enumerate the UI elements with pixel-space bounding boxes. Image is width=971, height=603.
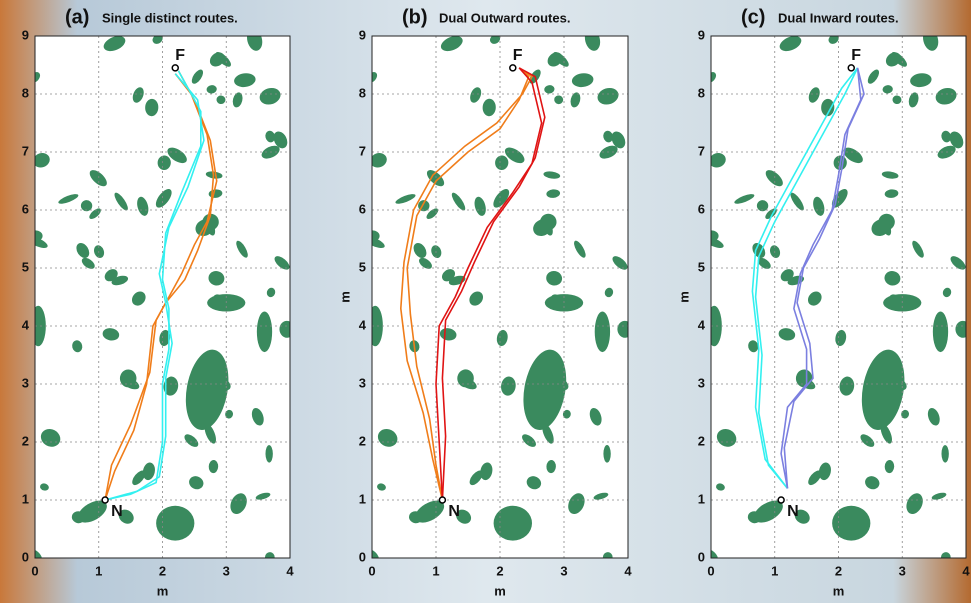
x-tick-label: 0 <box>707 563 714 578</box>
obstacle <box>257 312 272 353</box>
obstacle <box>595 312 610 353</box>
obstacle <box>156 506 194 541</box>
panel-label: (a) <box>65 6 89 28</box>
y-tick-label: 7 <box>22 143 29 158</box>
y-axis-label: m <box>676 291 691 303</box>
marker-label: F <box>175 47 185 64</box>
x-tick-label: 2 <box>159 563 166 578</box>
y-tick-label: 1 <box>698 491 705 506</box>
y-tick-label: 5 <box>698 259 705 274</box>
obstacle <box>933 312 948 353</box>
marker <box>848 65 854 71</box>
x-tick-label: 2 <box>496 563 503 578</box>
y-tick-label: 1 <box>22 491 29 506</box>
y-tick-label: 6 <box>698 201 705 216</box>
panel: 0 1 2 3 4 0 1 2 3 4 5 6 7 8 9 N F (a) Single distinct rout… <box>22 6 295 598</box>
y-tick-label: 7 <box>698 143 705 158</box>
obstacle <box>368 306 383 347</box>
marker-label: N <box>111 503 123 520</box>
y-tick-label: 2 <box>698 433 705 448</box>
y-tick-label: 3 <box>22 375 29 390</box>
obstacle <box>494 506 532 541</box>
x-tick-label: 3 <box>560 563 567 578</box>
x-tick-label: 1 <box>771 563 778 578</box>
x-tick-label: 4 <box>624 563 632 578</box>
marker <box>102 497 108 503</box>
chart-title: Dual Inward routes. <box>778 10 899 25</box>
panel-label: (c) <box>741 6 765 28</box>
marker <box>510 65 516 71</box>
x-axis-label: m <box>494 583 506 598</box>
x-tick-label: 0 <box>31 563 38 578</box>
chart-title: Single distinct routes. <box>102 10 238 25</box>
x-tick-label: 2 <box>835 563 842 578</box>
y-axis-label: m <box>337 291 352 303</box>
y-tick-label: 2 <box>22 433 29 448</box>
marker-label: F <box>851 47 861 64</box>
x-axis-label: m <box>157 583 169 598</box>
panel: 0 1 2 3 4 0 1 2 3 4 5 6 7 8 9 N F (b) Dual Outward routes.… <box>337 6 633 598</box>
marker <box>172 65 178 71</box>
y-tick-label: 6 <box>22 201 29 216</box>
y-tick-label: 1 <box>359 491 366 506</box>
y-tick-label: 8 <box>359 85 366 100</box>
y-tick-label: 3 <box>698 375 705 390</box>
y-tick-label: 9 <box>359 27 366 42</box>
y-tick-label: 0 <box>698 549 705 564</box>
y-tick-label: 4 <box>22 317 30 332</box>
marker-label: N <box>787 503 799 520</box>
y-tick-label: 3 <box>359 375 366 390</box>
marker-label: N <box>448 503 460 520</box>
y-tick-label: 4 <box>359 317 367 332</box>
y-tick-label: 2 <box>359 433 366 448</box>
y-tick-label: 9 <box>698 27 705 42</box>
panel: 0 1 2 3 4 0 1 2 3 4 5 6 7 8 9 N F (c) Dual Inward routes. m… <box>676 6 971 598</box>
x-tick-label: 1 <box>95 563 102 578</box>
y-tick-label: 4 <box>698 317 706 332</box>
x-tick-label: 0 <box>368 563 375 578</box>
y-tick-label: 5 <box>22 259 29 274</box>
marker-label: F <box>513 47 523 64</box>
obstacle <box>832 506 870 541</box>
panel-label: (b) <box>402 6 428 28</box>
x-tick-label: 1 <box>432 563 439 578</box>
x-tick-label: 4 <box>962 563 970 578</box>
y-tick-label: 5 <box>359 259 366 274</box>
y-tick-label: 7 <box>359 143 366 158</box>
x-tick-label: 4 <box>286 563 294 578</box>
chart-title: Dual Outward routes. <box>439 10 570 25</box>
y-tick-label: 6 <box>359 201 366 216</box>
y-tick-label: 8 <box>22 85 29 100</box>
x-tick-label: 3 <box>223 563 230 578</box>
marker <box>778 497 784 503</box>
obstacle <box>31 306 46 347</box>
y-tick-label: 0 <box>22 549 29 564</box>
x-axis-label: m <box>833 583 845 598</box>
y-tick-label: 8 <box>698 85 705 100</box>
y-tick-label: 0 <box>359 549 366 564</box>
y-tick-label: 9 <box>22 27 29 42</box>
figure: 0 1 2 3 4 0 1 2 3 4 5 6 7 8 9 N F (a) Single distinct rout… <box>0 0 971 603</box>
marker <box>439 497 445 503</box>
x-tick-label: 3 <box>899 563 906 578</box>
obstacle <box>707 306 722 347</box>
